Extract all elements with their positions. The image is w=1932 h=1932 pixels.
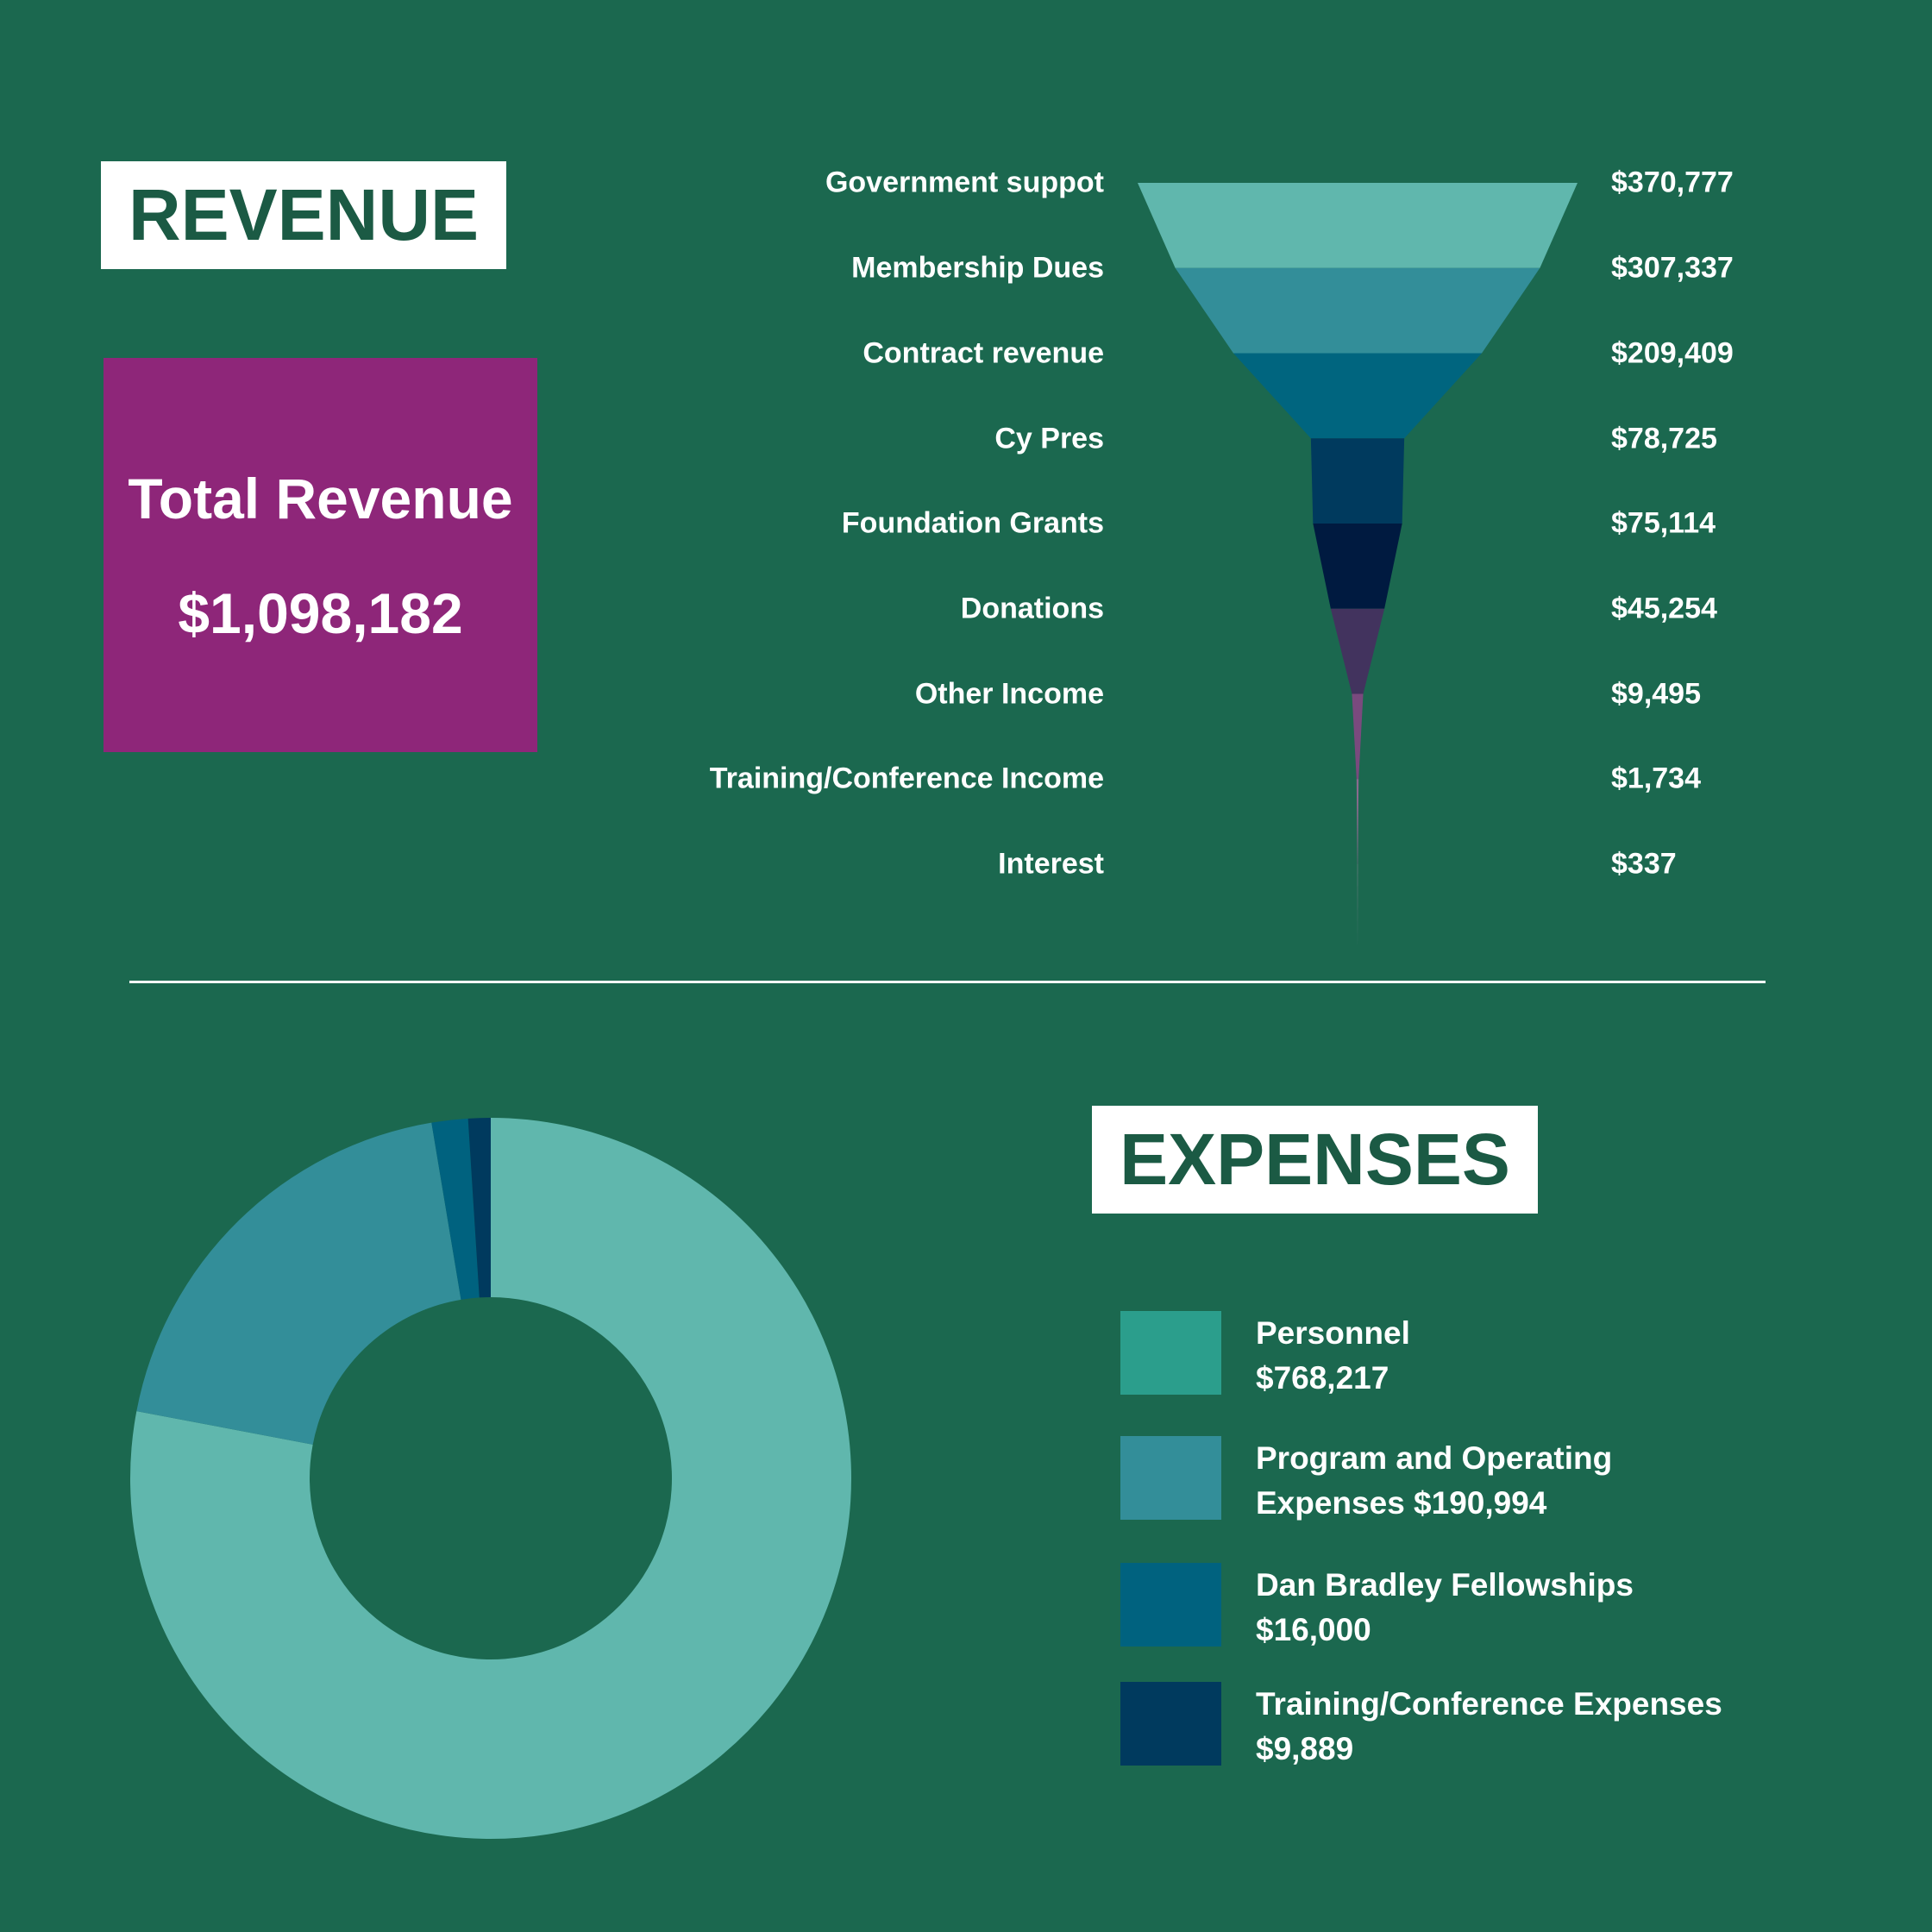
funnel-segment [1352, 693, 1364, 780]
legend-label: Training/Conference Expenses [1256, 1686, 1722, 1722]
legend-item-program-operating: Program and Operating Expenses $190,994 [1120, 1436, 1897, 1531]
total-revenue-value: $1,098,182 [178, 581, 463, 645]
funnel-segment [1356, 779, 1359, 864]
legend-swatch [1120, 1682, 1221, 1766]
section-divider [129, 981, 1766, 983]
legend-swatch [1120, 1563, 1221, 1647]
funnel-label: Interest [998, 847, 1104, 881]
donut-slice [431, 1118, 480, 1300]
funnel-value: $337 [1611, 847, 1677, 881]
funnel-label: Foundation Grants [841, 506, 1104, 540]
legend-item-personnel: Personnel $768,217 [1120, 1311, 1897, 1406]
donut-slice [136, 1122, 461, 1445]
legend-swatch [1120, 1311, 1221, 1395]
donut-slice [467, 1117, 491, 1298]
legend-value: $9,889 [1256, 1731, 1354, 1766]
legend-text: Personnel $768,217 [1256, 1311, 1877, 1401]
legend-item-dan-bradley: Dan Bradley Fellowships $16,000 [1120, 1563, 1897, 1658]
revenue-funnel-chart [1138, 183, 1578, 949]
legend-text: Training/Conference Expenses $9,889 [1256, 1682, 1877, 1772]
funnel-segment [1175, 267, 1540, 354]
funnel-label: Cy Pres [994, 422, 1104, 455]
legend-label: Dan Bradley Fellowships [1256, 1567, 1634, 1603]
funnel-value: $370,777 [1611, 166, 1734, 199]
funnel-segment [1330, 608, 1385, 694]
legend-label: Personnel [1256, 1315, 1410, 1351]
funnel-segment [1310, 438, 1405, 524]
funnel-value: $75,114 [1611, 506, 1716, 540]
legend-label: Program and Operating [1256, 1440, 1613, 1476]
funnel-label: Membership Dues [851, 251, 1104, 285]
funnel-value: $209,409 [1611, 336, 1734, 370]
total-revenue-label: Total Revenue [128, 467, 513, 530]
legend-item-training-conference: Training/Conference Expenses $9,889 [1120, 1682, 1897, 1777]
legend-text: Program and Operating Expenses $190,994 [1256, 1436, 1877, 1526]
funnel-label: Contract revenue [862, 336, 1104, 370]
legend-value: $768,217 [1256, 1360, 1389, 1396]
funnel-segment [1313, 524, 1402, 609]
funnel-value: $45,254 [1611, 592, 1717, 625]
funnel-value: $307,337 [1611, 251, 1734, 285]
donut-slice [129, 1118, 851, 1840]
revenue-title: REVENUE [101, 161, 506, 269]
funnel-label: Training/Conference Income [709, 762, 1104, 795]
funnel-label: Other Income [914, 677, 1104, 711]
legend-value: $16,000 [1256, 1612, 1371, 1647]
funnel-label: Government suppot [825, 166, 1104, 199]
funnel-segment [1138, 183, 1578, 268]
expenses-title: EXPENSES [1092, 1106, 1538, 1214]
funnel-value: $9,495 [1611, 677, 1701, 711]
legend-value: Expenses $190,994 [1256, 1485, 1547, 1521]
legend-swatch [1120, 1436, 1221, 1520]
total-revenue-box: Total Revenue $1,098,182 [104, 358, 537, 752]
legend-text: Dan Bradley Fellowships $16,000 [1256, 1563, 1877, 1653]
funnel-segment [1233, 353, 1483, 439]
funnel-value: $78,725 [1611, 422, 1717, 455]
funnel-value: $1,734 [1611, 762, 1701, 795]
funnel-label: Donations [960, 592, 1104, 625]
